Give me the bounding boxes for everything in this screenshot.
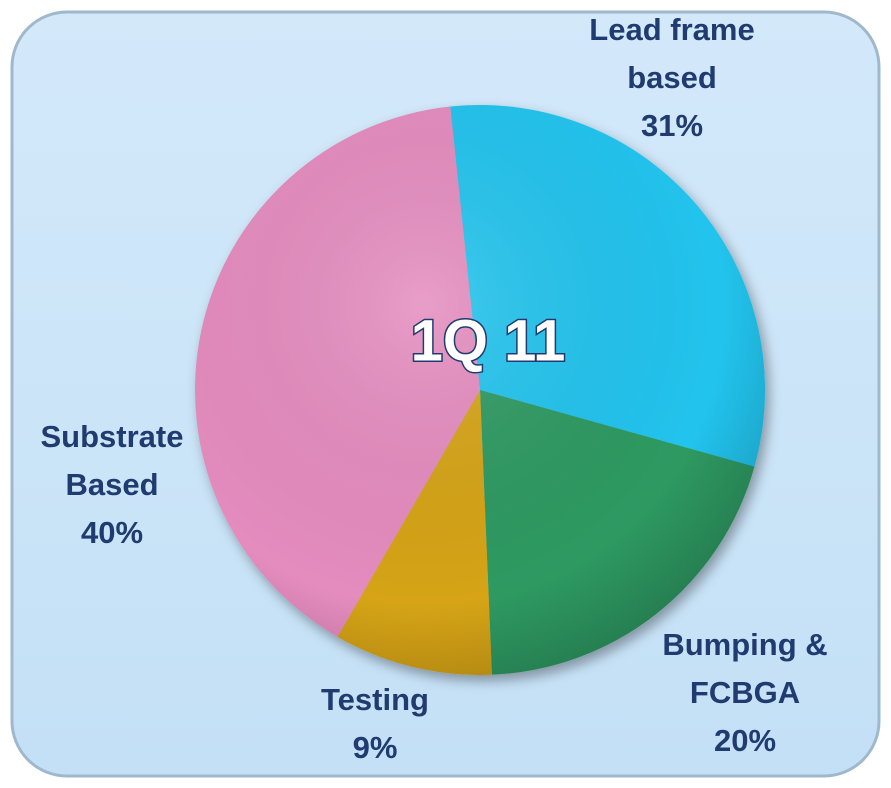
slice-value-label: 31%: [640, 108, 704, 143]
slice-name: Testing: [321, 682, 429, 717]
slice-label: Substrate Based 40%: [12, 413, 212, 557]
slice-name: Substrate Based: [40, 419, 184, 502]
slice-value-label: 9%: [352, 730, 398, 765]
slice-value-label: 40%: [80, 515, 144, 550]
slice-label: Bumping & FCBGA 20%: [645, 621, 845, 765]
pie: [195, 104, 765, 675]
slice-value-label: 20%: [713, 723, 777, 758]
slice-label: Testing 9%: [280, 676, 470, 772]
slice-name: Bumping & FCBGA: [662, 627, 828, 710]
slice-label: Lead frame based 31%: [562, 6, 782, 150]
slice-name: Lead frame based: [589, 12, 755, 95]
chart-title: 1Q 11: [411, 308, 566, 373]
